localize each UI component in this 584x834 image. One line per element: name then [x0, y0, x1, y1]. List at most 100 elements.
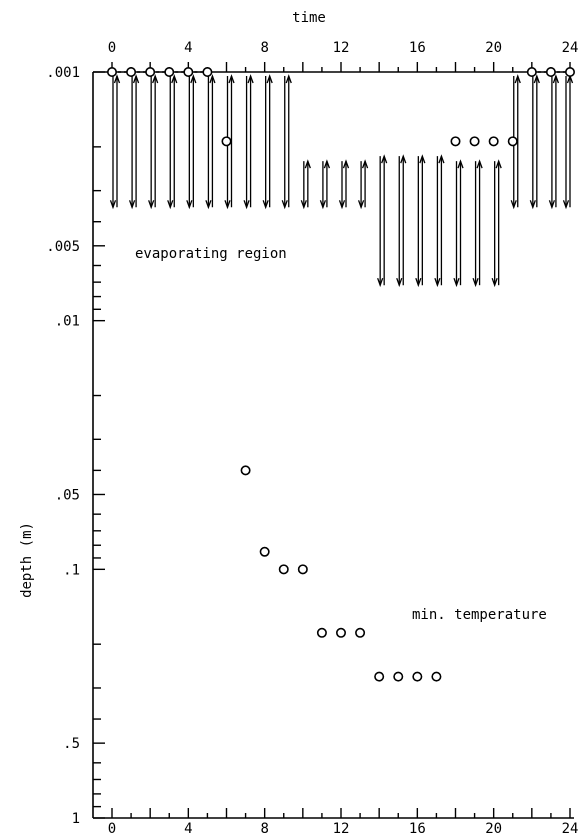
surface-point — [450, 136, 461, 147]
evaporating-region-arrow — [281, 74, 292, 210]
arrow-down-head — [453, 277, 460, 288]
min-temperature-point — [297, 564, 308, 575]
arrow-up-head — [152, 74, 159, 84]
surface-point — [469, 136, 480, 147]
y-tick-label: .01 — [55, 314, 80, 330]
x-tick-label-bottom: 12 — [333, 821, 350, 834]
arrow-up-head — [190, 74, 197, 84]
y-tick-label: .05 — [55, 487, 80, 503]
surface-point — [164, 67, 175, 78]
arrow-up-head — [323, 159, 331, 169]
arrow-down-head — [510, 200, 517, 210]
evaporating-region-label: evaporating region — [135, 246, 287, 262]
evaporating-region-arrow — [243, 74, 254, 210]
evaporating-region-arrow — [148, 74, 159, 210]
x-tick-label-bottom: 8 — [260, 821, 268, 834]
arrow-down-head — [377, 277, 384, 288]
evaporating-region-arrow — [262, 74, 273, 210]
evaporating-region-arrow — [109, 74, 121, 210]
arrow-down-head — [148, 200, 155, 210]
arrow-up-head — [552, 74, 560, 84]
evaporating-region-arrow — [167, 74, 178, 210]
surface-point — [526, 67, 537, 78]
min-temperature-point — [355, 627, 366, 638]
min-temperature-point — [335, 627, 346, 638]
arrow-down-head — [396, 277, 403, 288]
arrow-down-head — [472, 277, 479, 288]
min-temperature-point — [316, 627, 327, 638]
x-tick-label-top: 4 — [184, 40, 192, 56]
min-temperature-point — [278, 564, 289, 575]
evaporating-region-arrow — [529, 74, 540, 210]
x-tick-label-top: 16 — [409, 40, 426, 56]
surface-point — [126, 67, 137, 78]
y-tick-label: .1 — [63, 562, 80, 578]
surface-point — [107, 67, 118, 78]
min-temperature-point — [431, 671, 442, 682]
surface-point — [564, 67, 575, 78]
surface-point — [221, 136, 232, 147]
arrow-up-head — [476, 159, 483, 169]
y-tick-label: .005 — [46, 239, 80, 255]
surface-point — [545, 67, 556, 78]
surface-point — [202, 67, 213, 78]
arrow-up-head — [533, 74, 540, 84]
surface-point — [183, 67, 194, 78]
evaporating-region-arrow — [415, 154, 426, 288]
arrow-up-head — [514, 74, 521, 84]
arrow-down-head — [243, 200, 250, 210]
arrow-up-head — [285, 74, 292, 84]
arrow-up-head — [266, 74, 273, 84]
arrow-down-head — [562, 200, 570, 210]
x-tick-label-bottom: 24 — [562, 821, 579, 834]
arrow-down-head — [319, 200, 327, 210]
min-temperature-point — [393, 671, 404, 682]
arrow-down-head — [548, 200, 556, 210]
x-tick-label-bottom: 20 — [485, 821, 502, 834]
evaporating-region-arrow — [186, 74, 197, 210]
surface-point — [488, 136, 499, 147]
arrow-down-head — [338, 200, 346, 210]
evaporating-region-arrow — [128, 74, 140, 210]
arrow-up-head — [171, 74, 178, 84]
x-tick-label-top: 8 — [260, 40, 268, 56]
arrow-down-head — [167, 200, 174, 210]
min-temperature-point — [374, 671, 385, 682]
arrow-down-head — [357, 200, 365, 210]
evaporating-region-arrow — [205, 74, 216, 210]
arrow-up-head — [342, 159, 350, 169]
evaporating-region-arrow — [548, 74, 560, 210]
arrow-down-head — [109, 200, 117, 210]
arrow-down-head — [128, 200, 136, 210]
evaporating-region-arrow — [453, 159, 464, 288]
x-tick-label-bottom: 4 — [184, 821, 192, 834]
evaporating-region-arrow — [377, 154, 388, 288]
y-ticks: .001 .005 .01 .05 .1 .5 1 — [46, 65, 105, 827]
arrow-up-head — [495, 159, 502, 169]
arrow-up-head — [113, 74, 121, 84]
x-tick-label-bottom: 16 — [409, 821, 426, 834]
arrow-up-head — [228, 74, 235, 84]
arrow-down-head — [186, 200, 193, 210]
x-tick-label-bottom: 0 — [108, 821, 116, 834]
min-temperature-point — [259, 546, 270, 557]
evaporating-region-arrow — [491, 159, 502, 288]
arrow-down-head — [415, 277, 422, 288]
evaporating-region-arrow — [300, 159, 311, 210]
evaporating-region-arrow — [562, 74, 574, 210]
arrow-up-head — [419, 154, 426, 164]
x-tick-label-top: 24 — [562, 40, 579, 56]
arrow-down-head — [434, 277, 441, 288]
surface-point — [145, 67, 156, 78]
arrow-down-head — [262, 200, 269, 210]
arrow-down-head — [281, 200, 288, 210]
evaporating-region-arrow — [434, 154, 445, 288]
evaporating-region-arrow — [396, 154, 407, 288]
arrow-up-head — [247, 74, 254, 84]
arrow-down-head — [205, 200, 212, 210]
evaporating-region-arrows — [109, 71, 574, 288]
arrow-up-head — [381, 154, 388, 164]
arrow-up-head — [400, 154, 407, 164]
x-tick-label-top: 0 — [108, 40, 116, 56]
